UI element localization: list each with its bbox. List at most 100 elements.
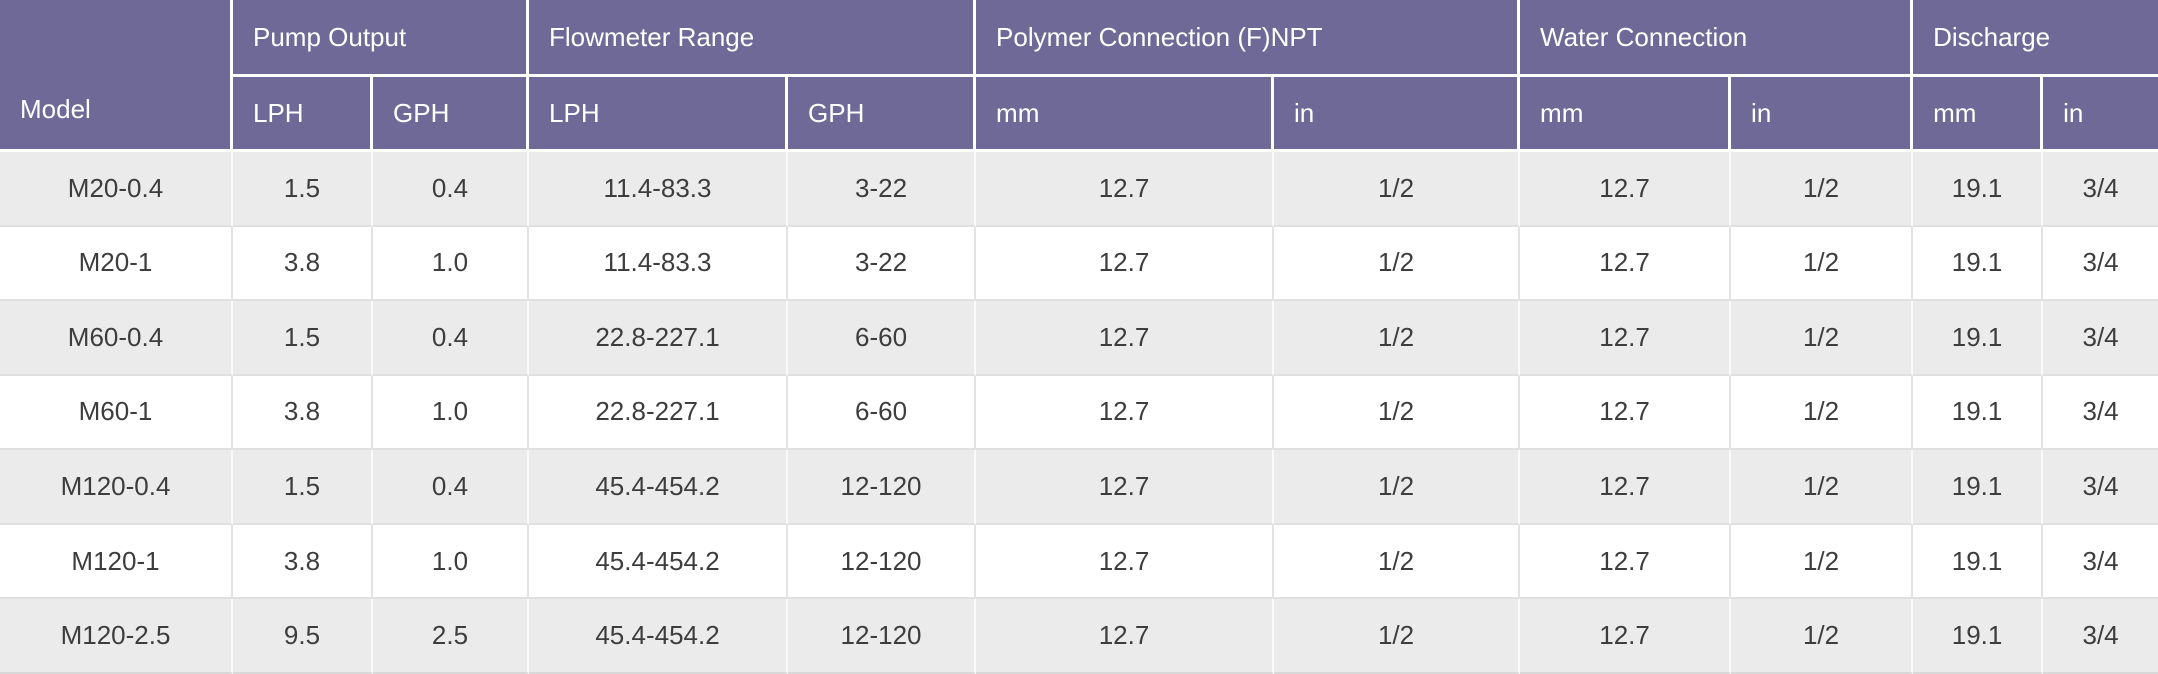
cell-water-in: 1/2: [1731, 450, 1914, 525]
cell-water-in: 1/2: [1731, 152, 1914, 227]
sub-header-discharge-mm: mm: [1913, 77, 2044, 152]
cell-water-mm: 12.7: [1520, 450, 1732, 525]
cell-discharge-mm: 19.1: [1913, 301, 2044, 376]
sub-header-flow-lph: LPH: [529, 77, 789, 152]
group-header-polymer-connection: Polymer Connection (F)NPT: [976, 0, 1521, 77]
cell-discharge-mm: 19.1: [1913, 524, 2044, 600]
cell-pump-lph: 3.8: [233, 524, 373, 600]
cell-discharge-in: 3/4: [2043, 152, 2158, 227]
cell-pump-gph: 1.0: [373, 375, 530, 451]
header-sub-row: LPH GPH LPH GPH mm in mm in mm in: [0, 77, 2158, 152]
cell-model: M20-1: [0, 226, 233, 302]
cell-pump-gph: 0.4: [373, 152, 530, 227]
cell-discharge-mm: 19.1: [1913, 152, 2044, 227]
cell-model: M120-2.5: [0, 599, 233, 674]
cell-water-in: 1/2: [1731, 301, 1914, 376]
table-row: M20-0.4 1.5 0.4 11.4-83.3 3-22 12.7 1/2 …: [0, 152, 2158, 227]
cell-polymer-in: 1/2: [1274, 152, 1521, 227]
cell-discharge-mm: 19.1: [1913, 599, 2044, 674]
cell-flow-lph: 45.4-454.2: [529, 524, 789, 600]
cell-discharge-in: 3/4: [2043, 301, 2158, 376]
cell-model: M120-0.4: [0, 450, 233, 525]
sub-header-water-in: in: [1731, 77, 1914, 152]
cell-pump-lph: 1.5: [233, 301, 373, 376]
cell-flow-lph: 22.8-227.1: [529, 301, 789, 376]
sub-header-flow-gph: GPH: [788, 77, 977, 152]
cell-pump-gph: 0.4: [373, 450, 530, 525]
cell-discharge-in: 3/4: [2043, 375, 2158, 451]
cell-water-in: 1/2: [1731, 375, 1914, 451]
cell-flow-gph: 12-120: [788, 524, 977, 600]
cell-flow-gph: 3-22: [788, 226, 977, 302]
cell-flow-lph: 45.4-454.2: [529, 450, 789, 525]
table-row: M120-1 3.8 1.0 45.4-454.2 12-120 12.7 1/…: [0, 524, 2158, 600]
table-row: M60-0.4 1.5 0.4 22.8-227.1 6-60 12.7 1/2…: [0, 301, 2158, 376]
cell-flow-lph: 45.4-454.2: [529, 599, 789, 674]
group-header-flowmeter-range: Flowmeter Range: [529, 0, 977, 77]
sub-header-pump-gph: GPH: [373, 77, 530, 152]
cell-model: M20-0.4: [0, 152, 233, 227]
group-header-pump-output: Pump Output: [233, 0, 530, 77]
cell-flow-gph: 12-120: [788, 599, 977, 674]
cell-discharge-mm: 19.1: [1913, 375, 2044, 451]
cell-polymer-in: 1/2: [1274, 301, 1521, 376]
cell-water-mm: 12.7: [1520, 599, 1732, 674]
sub-header-polymer-in: in: [1274, 77, 1521, 152]
cell-water-mm: 12.7: [1520, 301, 1732, 376]
cell-water-mm: 12.7: [1520, 226, 1732, 302]
cell-polymer-mm: 12.7: [976, 152, 1275, 227]
table-row: M60-1 3.8 1.0 22.8-227.1 6-60 12.7 1/2 1…: [0, 375, 2158, 451]
cell-model: M120-1: [0, 524, 233, 600]
cell-water-mm: 12.7: [1520, 524, 1732, 600]
group-header-water-connection: Water Connection: [1520, 0, 1914, 77]
table-body: M20-0.4 1.5 0.4 11.4-83.3 3-22 12.7 1/2 …: [0, 152, 2158, 674]
cell-polymer-mm: 12.7: [976, 599, 1275, 674]
cell-pump-lph: 3.8: [233, 226, 373, 302]
cell-polymer-mm: 12.7: [976, 450, 1275, 525]
table-row: M120-0.4 1.5 0.4 45.4-454.2 12-120 12.7 …: [0, 450, 2158, 525]
group-header-discharge: Discharge: [1913, 0, 2158, 77]
table-row: M20-1 3.8 1.0 11.4-83.3 3-22 12.7 1/2 12…: [0, 226, 2158, 302]
sub-header-polymer-mm: mm: [976, 77, 1275, 152]
header-group-row: Model Pump Output Flowmeter Range Polyme…: [0, 0, 2158, 152]
cell-discharge-in: 3/4: [2043, 226, 2158, 302]
cell-water-mm: 12.7: [1520, 152, 1732, 227]
cell-water-in: 1/2: [1731, 599, 1914, 674]
cell-water-in: 1/2: [1731, 226, 1914, 302]
cell-pump-gph: 0.4: [373, 301, 530, 376]
cell-pump-lph: 9.5: [233, 599, 373, 674]
cell-discharge-in: 3/4: [2043, 524, 2158, 600]
cell-polymer-in: 1/2: [1274, 524, 1521, 600]
cell-discharge-mm: 19.1: [1913, 450, 2044, 525]
cell-polymer-mm: 12.7: [976, 524, 1275, 600]
cell-pump-lph: 3.8: [233, 375, 373, 451]
cell-pump-gph: 2.5: [373, 599, 530, 674]
cell-polymer-mm: 12.7: [976, 226, 1275, 302]
cell-pump-gph: 1.0: [373, 524, 530, 600]
sub-header-water-mm: mm: [1520, 77, 1732, 152]
cell-flow-lph: 22.8-227.1: [529, 375, 789, 451]
cell-flow-gph: 6-60: [788, 301, 977, 376]
cell-pump-lph: 1.5: [233, 152, 373, 227]
cell-polymer-mm: 12.7: [976, 301, 1275, 376]
sub-header-discharge-in: in: [2043, 77, 2158, 152]
cell-flow-gph: 6-60: [788, 375, 977, 451]
cell-water-mm: 12.7: [1520, 375, 1732, 451]
cell-polymer-in: 1/2: [1274, 450, 1521, 525]
cell-discharge-in: 3/4: [2043, 599, 2158, 674]
cell-pump-gph: 1.0: [373, 226, 530, 302]
cell-discharge-in: 3/4: [2043, 450, 2158, 525]
sub-header-pump-lph: LPH: [233, 77, 373, 152]
cell-polymer-mm: 12.7: [976, 375, 1275, 451]
cell-flow-gph: 3-22: [788, 152, 977, 227]
cell-discharge-mm: 19.1: [1913, 226, 2044, 302]
cell-pump-lph: 1.5: [233, 450, 373, 525]
cell-water-in: 1/2: [1731, 524, 1914, 600]
cell-polymer-in: 1/2: [1274, 226, 1521, 302]
cell-flow-gph: 12-120: [788, 450, 977, 525]
cell-flow-lph: 11.4-83.3: [529, 152, 789, 227]
cell-model: M60-1: [0, 375, 233, 451]
cell-flow-lph: 11.4-83.3: [529, 226, 789, 302]
